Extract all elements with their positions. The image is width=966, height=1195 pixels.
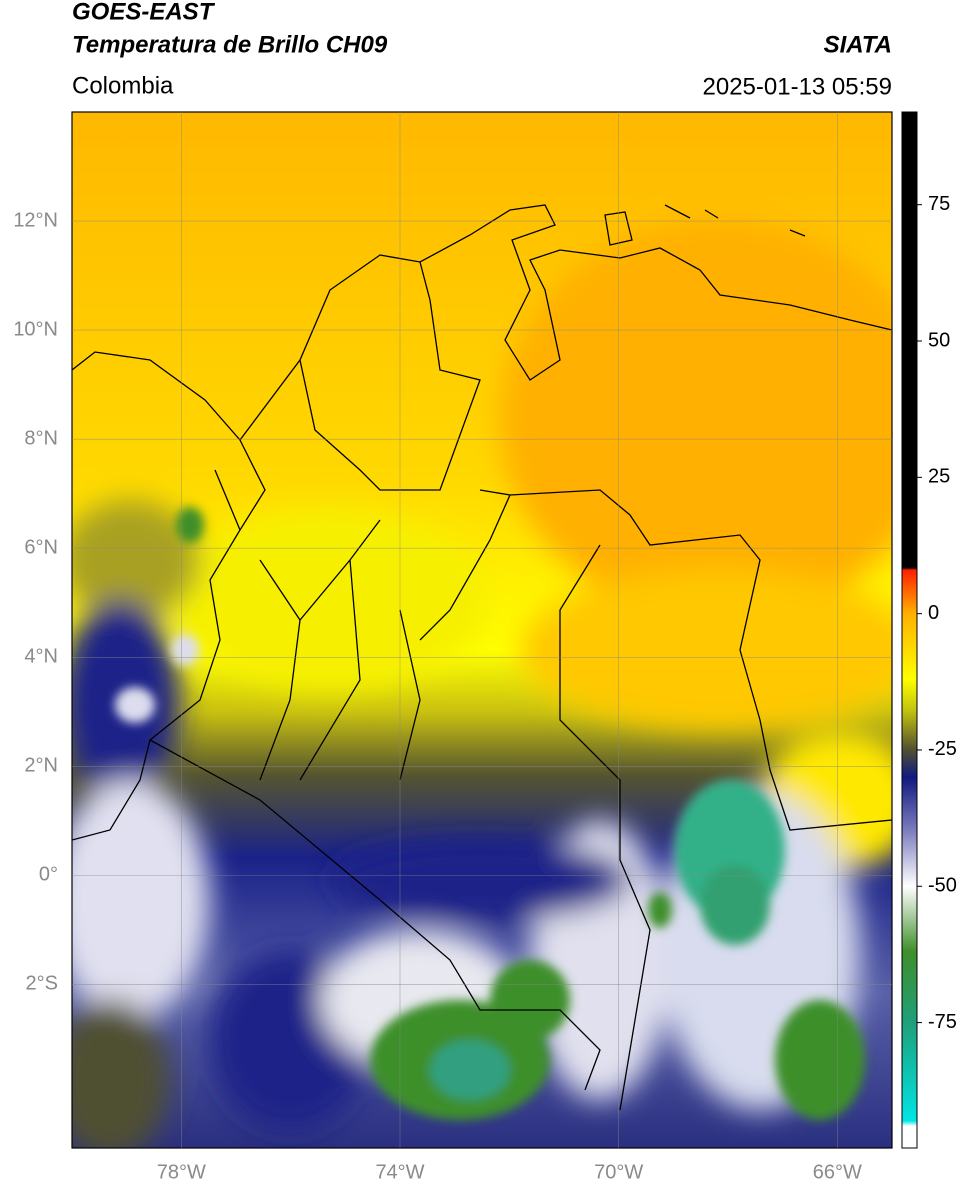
lat-tick-label: 8°N xyxy=(24,427,58,449)
colorbar-tick-label: -75 xyxy=(928,1011,957,1033)
source: SIATA xyxy=(824,31,892,58)
colorbar-tick-label: 75 xyxy=(928,193,950,215)
satellite-name: GOES-EAST xyxy=(72,0,216,25)
lon-tick-label: 66°W xyxy=(813,1161,862,1183)
lat-tick-label: 6°N xyxy=(24,536,58,558)
imagery xyxy=(72,112,892,1148)
colorbar-tick-label: 50 xyxy=(928,329,950,351)
lat-tick-label: 10°N xyxy=(13,318,58,340)
lat-tick-label: 2°S xyxy=(26,973,58,995)
lat-tick-label: 2°N xyxy=(24,755,58,777)
lat-tick-label: 4°N xyxy=(24,646,58,668)
colorbar-tick-label: -50 xyxy=(928,875,957,897)
lat-tick-label: 12°N xyxy=(13,209,58,231)
product-title: Temperatura de Brillo CH09 xyxy=(72,31,388,58)
region: Colombia xyxy=(72,72,174,99)
coastlines-borders xyxy=(72,204,892,1111)
datetime: 2025-01-13 05:59 xyxy=(703,73,893,100)
colorbar-tick-label: 25 xyxy=(928,466,950,488)
lon-tick-label: 74°W xyxy=(375,1161,424,1183)
lat-tick-label: 0° xyxy=(39,864,58,886)
lon-tick-label: 70°W xyxy=(594,1161,643,1183)
colorbar-tick-label: 0 xyxy=(928,602,939,624)
colorbar-tick-label: -25 xyxy=(928,738,957,760)
lon-tick-label: 78°W xyxy=(157,1161,206,1183)
colorbar xyxy=(901,111,918,1149)
map-frame xyxy=(71,111,893,1149)
